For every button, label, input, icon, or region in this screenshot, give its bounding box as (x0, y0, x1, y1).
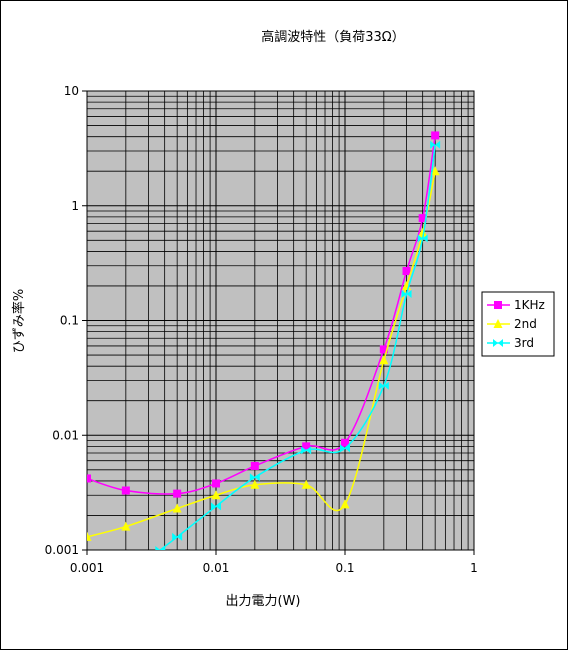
bowtie-right (383, 381, 389, 390)
data-point-1khz (173, 489, 182, 498)
series-line-2nd (87, 171, 436, 538)
y-tick-label: 0.1 (60, 314, 79, 328)
bowtie-left (430, 140, 436, 149)
data-point-1khz (121, 486, 130, 495)
bowtie-left (417, 234, 423, 243)
bowtie-right (435, 140, 441, 149)
bowtie-right (422, 234, 428, 243)
x-tick-label: 0.1 (335, 561, 354, 575)
data-point-3rd (417, 234, 428, 243)
bowtie-right (177, 532, 183, 541)
data-point-1khz (341, 438, 349, 447)
data-point-1khz (418, 214, 427, 223)
bowtie-left (155, 546, 161, 550)
data-point-3rd (401, 290, 412, 299)
bowtie-right (160, 546, 166, 550)
data-point-3rd (430, 140, 441, 149)
data-point-1khz (212, 479, 220, 488)
data-point-1khz (302, 442, 311, 451)
y-tick-label: 10 (64, 84, 79, 98)
x-tick-label: 1 (470, 561, 478, 575)
bowtie-right (306, 446, 312, 455)
y-axis-ticks: 0.001 0.01 0.1 1 10 (45, 84, 87, 557)
data-point-3rd (249, 473, 260, 482)
data-point-1khz (402, 267, 411, 276)
x-tick-label: 0.001 (70, 561, 104, 575)
bowtie-right (498, 339, 503, 347)
y-tick-label: 1 (71, 199, 79, 213)
data-point-3rd (155, 546, 166, 550)
grid-lines (86, 90, 475, 551)
bowtie-right (345, 444, 350, 453)
legend: 1KHz 2nd 3rd (481, 291, 555, 357)
series-line-1khz (87, 135, 436, 495)
bowtie-left (301, 446, 307, 455)
bowtie-left (340, 444, 345, 453)
data-point-2nd (379, 355, 389, 365)
data-point-1khz (87, 474, 91, 483)
bowtie-left (378, 381, 384, 390)
legend-marker-2nd (493, 319, 503, 328)
data-point-2nd (211, 490, 221, 500)
data-point-3rd (301, 446, 312, 455)
legend-marker-1khz (494, 301, 502, 309)
data-point-3rd (340, 444, 350, 453)
data-point-2nd (301, 479, 311, 489)
bowtie-right (254, 473, 260, 482)
legend-label-2nd: 2nd (514, 317, 537, 331)
data-point-1khz (250, 461, 259, 470)
data-point-2nd (418, 227, 428, 237)
data-point-2nd (172, 503, 182, 513)
data-point-2nd (340, 499, 350, 509)
bowtie-left (172, 532, 178, 541)
data-point-1khz (379, 345, 388, 354)
bowtie-right (216, 502, 221, 511)
bowtie-left (493, 339, 498, 347)
data-point-2nd (250, 479, 260, 489)
data-point-1khz (431, 131, 440, 140)
x-tick-label: 0.01 (203, 561, 230, 575)
legend-label-1khz: 1KHz (514, 298, 545, 312)
bowtie-right (406, 290, 412, 299)
data-point-2nd (87, 531, 92, 541)
y-axis-title: ひずみ率% (11, 289, 27, 353)
y-tick-label: 0.01 (52, 428, 79, 442)
bowtie-left (249, 473, 255, 482)
x-axis-title: 出力電力(W) (226, 594, 301, 609)
bowtie-left (401, 290, 407, 299)
legend-marker-3rd (493, 339, 503, 347)
data-point-3rd (211, 502, 221, 511)
series-line-3rd (159, 144, 436, 550)
legend-label-3rd: 3rd (514, 336, 534, 350)
bowtie-left (211, 502, 216, 511)
data-point-2nd (430, 166, 440, 176)
y-tick-label: 0.001 (45, 543, 79, 557)
data-point-3rd (172, 532, 183, 541)
series-layer (87, 131, 441, 550)
data-point-2nd (121, 521, 131, 531)
x-axis-ticks: 0.001 0.01 0.1 1 (70, 550, 478, 575)
data-point-3rd (378, 381, 389, 390)
chart-title: 高調波特性（負荷33Ω） (261, 29, 404, 45)
